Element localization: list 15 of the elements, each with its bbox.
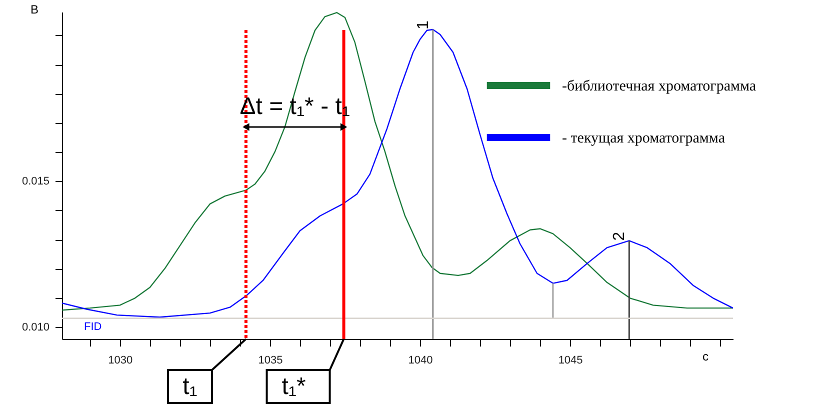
x-tick-label: 1045: [558, 354, 583, 366]
legend-label: -библиотечная хроматограмма: [562, 78, 756, 94]
x-axis-title: с: [702, 350, 708, 364]
legend-label: - текущая хроматограмма: [562, 130, 726, 146]
x-tick-label: 1040: [408, 354, 433, 366]
y-tick-label: 0.010: [22, 322, 50, 334]
y-axis-title: В: [30, 2, 39, 16]
annotation: 2: [611, 232, 628, 241]
annotation: t₁*: [282, 373, 306, 400]
y-tick-label: 0.015: [22, 176, 50, 188]
annotation: 1: [414, 20, 432, 30]
x-tick-label: 1030: [108, 354, 133, 366]
annotation: FID: [84, 321, 102, 333]
x-tick-label: 1035: [258, 354, 283, 366]
annotation: t₁: [182, 373, 198, 400]
